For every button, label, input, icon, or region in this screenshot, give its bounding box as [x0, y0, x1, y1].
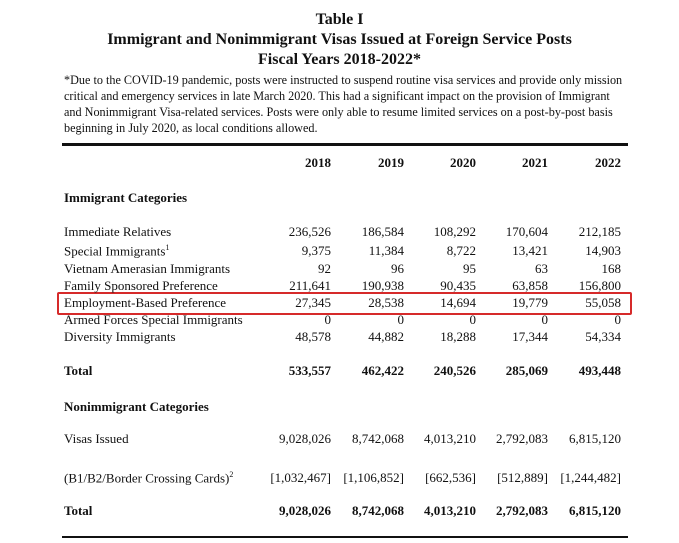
row-label: Total: [64, 363, 93, 378]
cell-value: 6,815,120: [569, 431, 621, 446]
section-header: Immigrant Categories: [64, 190, 188, 205]
cell-value: 13,421: [512, 243, 548, 258]
cell-value: 168: [601, 261, 622, 276]
row-label: Total: [64, 503, 93, 518]
cell-value: 19,779: [512, 295, 548, 310]
cell-value: 17,344: [512, 329, 548, 344]
cell-value: 9,028,026: [279, 503, 331, 518]
column-header: 2018: [305, 155, 331, 170]
row-label: Special Immigrants1: [64, 243, 170, 259]
row-label: Employment-Based Preference: [64, 295, 227, 310]
column-header: 2022: [595, 155, 621, 170]
cell-value: 8,722: [446, 243, 476, 258]
cell-value: 8,742,068: [352, 503, 404, 518]
cell-value: 27,345: [295, 295, 331, 310]
top-rule: [62, 143, 628, 146]
cell-value: 285,069: [505, 363, 548, 378]
row-label: (B1/B2/Border Crossing Cards)2: [64, 470, 234, 486]
column-header: 2020: [450, 155, 476, 170]
cell-value: 236,526: [288, 224, 331, 239]
row-label: Immediate Relatives: [64, 224, 172, 239]
cell-value: 493,448: [578, 363, 621, 378]
cell-value: 0: [397, 312, 405, 327]
cell-value: 18,288: [440, 329, 476, 344]
cell-value: 48,578: [295, 329, 331, 344]
table-title: Table I: [315, 11, 364, 28]
row-label: Family Sponsored Preference: [64, 278, 218, 293]
cell-value: 6,815,120: [569, 503, 621, 518]
cell-value: 14,694: [440, 295, 476, 310]
cell-value: 0: [469, 312, 477, 327]
cell-value: 4,013,210: [424, 431, 476, 446]
row-label: Vietnam Amerasian Immigrants: [64, 261, 231, 276]
cell-value: [1,106,852]: [343, 470, 404, 485]
cell-value: 55,058: [585, 295, 621, 310]
cell-value: 96: [391, 261, 404, 276]
note: *Due to the COVID-19 pandemic, posts wer…: [64, 73, 623, 135]
row-label: Diversity Immigrants: [64, 329, 176, 344]
cell-value: 2,792,083: [496, 503, 548, 518]
cell-value: 186,584: [361, 224, 404, 239]
row-label: Visas Issued: [64, 431, 129, 446]
footnote-mark: 1: [165, 243, 170, 252]
cell-value: 0: [614, 312, 622, 327]
cell-value: [1,032,467]: [270, 470, 331, 485]
cell-value: 28,538: [368, 295, 404, 310]
cell-value: [1,244,482]: [560, 470, 621, 485]
cell-value: 212,185: [578, 224, 621, 239]
cell-value: 462,422: [361, 363, 404, 378]
cell-value: 533,557: [288, 363, 331, 378]
title-line: Immigrant and Nonimmigrant Visas Issued …: [107, 31, 572, 48]
footnote-mark: 2: [229, 470, 234, 479]
bottom-rule: [62, 536, 628, 538]
cell-value: 63,858: [512, 278, 548, 293]
highlight-box: [57, 292, 632, 315]
cell-value: 240,526: [433, 363, 476, 378]
cell-value: 11,384: [368, 243, 404, 258]
cell-value: 0: [541, 312, 549, 327]
cell-value: [662,536]: [425, 470, 476, 485]
cell-value: 92: [318, 261, 331, 276]
cell-value: 9,028,026: [279, 431, 331, 446]
cell-value: 63: [535, 261, 548, 276]
cell-value: 156,800: [578, 278, 621, 293]
row-label: Armed Forces Special Immigrants: [64, 312, 243, 327]
cell-value: 54,334: [585, 329, 621, 344]
cell-value: 190,938: [361, 278, 404, 293]
cell-value: [512,889]: [497, 470, 548, 485]
cell-value: 170,604: [505, 224, 548, 239]
cell-value: 14,903: [585, 243, 621, 258]
title-line: Fiscal Years 2018-2022*: [258, 51, 421, 68]
cell-value: 4,013,210: [424, 503, 476, 518]
cell-value: 0: [324, 312, 332, 327]
column-header: 2021: [522, 155, 548, 170]
cell-value: 95: [463, 261, 476, 276]
cell-value: 90,435: [440, 278, 476, 293]
cell-value: 44,882: [368, 329, 404, 344]
cell-value: 211,641: [289, 278, 331, 293]
column-header: 2019: [378, 155, 404, 170]
cell-value: 8,742,068: [352, 431, 404, 446]
cell-value: 108,292: [433, 224, 476, 239]
section-header: Nonimmigrant Categories: [64, 399, 209, 414]
cell-value: 9,375: [301, 243, 331, 258]
cell-value: 2,792,083: [496, 431, 548, 446]
